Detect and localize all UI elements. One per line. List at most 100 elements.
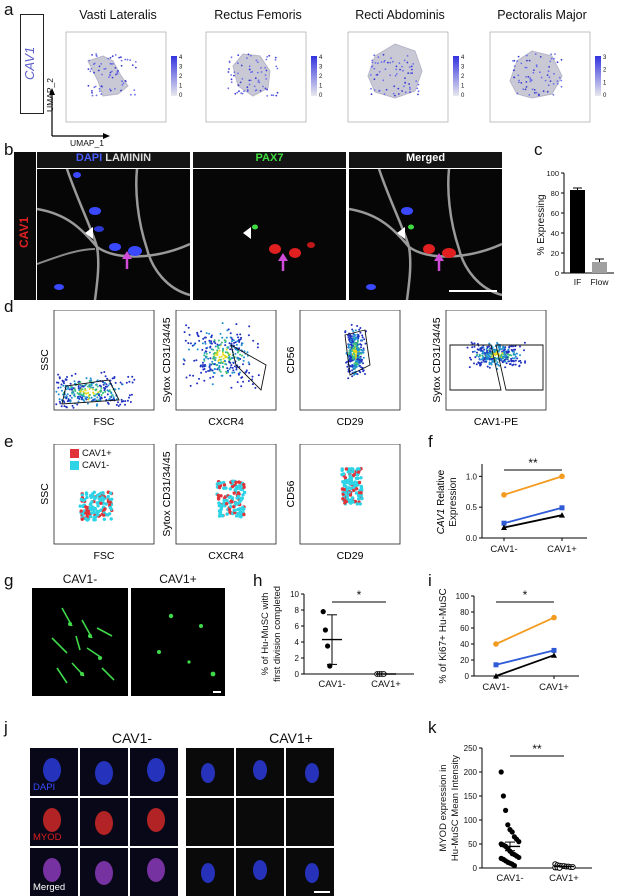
flow-event bbox=[362, 356, 365, 359]
umap-point bbox=[529, 80, 532, 82]
flow-event bbox=[99, 501, 103, 505]
flow-event bbox=[246, 351, 249, 354]
flow-event bbox=[212, 357, 215, 360]
flow-event bbox=[487, 356, 490, 359]
flow-event bbox=[220, 361, 223, 364]
y-tick-label: 40 bbox=[460, 640, 469, 649]
flow-event bbox=[492, 348, 495, 351]
flow-event bbox=[251, 383, 254, 386]
umap-point bbox=[526, 54, 528, 57]
x-tick-label: CAV1+ bbox=[371, 679, 401, 690]
umap-point bbox=[373, 67, 376, 70]
flow-event bbox=[340, 487, 345, 491]
flow-event bbox=[362, 370, 365, 373]
flow-event bbox=[351, 328, 354, 331]
flow-event bbox=[491, 346, 494, 349]
series-point bbox=[551, 652, 557, 658]
flow-event bbox=[227, 495, 232, 499]
umap-frame bbox=[65, 31, 167, 123]
flow-event bbox=[486, 349, 489, 352]
flow-event bbox=[117, 401, 119, 404]
cell-image-pos-r3c1 bbox=[186, 848, 234, 896]
flow-event bbox=[351, 467, 355, 471]
micrograph-dapi-laminin-image bbox=[37, 169, 190, 300]
g-label-cav1-neg: CAV1- bbox=[62, 572, 98, 586]
umap-point bbox=[371, 61, 374, 64]
umap-point bbox=[89, 70, 92, 73]
flow-event bbox=[514, 363, 517, 366]
flow-event bbox=[128, 394, 131, 397]
flow-event bbox=[225, 502, 229, 506]
umap-point bbox=[255, 59, 258, 62]
umap-point bbox=[98, 65, 101, 68]
umap-point bbox=[370, 66, 373, 68]
flow-event bbox=[111, 377, 114, 380]
umap-point bbox=[87, 68, 90, 70]
flow-event bbox=[352, 355, 355, 358]
flow-event bbox=[125, 381, 128, 384]
flow-event bbox=[211, 360, 214, 363]
x-tick-label: CAV1+ bbox=[547, 544, 577, 555]
e-legend-item: CAV1+ bbox=[70, 448, 112, 459]
flow-event bbox=[216, 353, 219, 356]
umap-colorbar-tick: 3 bbox=[179, 65, 183, 71]
flow-event bbox=[69, 382, 72, 385]
flow-event bbox=[359, 476, 363, 480]
flow-event bbox=[84, 389, 87, 392]
umap-point bbox=[378, 89, 381, 92]
flow-event bbox=[66, 387, 69, 390]
umap-point bbox=[377, 56, 380, 59]
flow-event bbox=[196, 348, 199, 351]
flow-event bbox=[247, 380, 250, 382]
flow-event bbox=[117, 387, 120, 390]
flow-event bbox=[222, 483, 227, 487]
flow-event bbox=[350, 335, 353, 338]
flow-event bbox=[104, 375, 107, 378]
significance-marker: * bbox=[523, 588, 528, 602]
flow-event bbox=[227, 328, 230, 331]
flow-event bbox=[60, 389, 63, 392]
flow-event bbox=[349, 333, 352, 336]
flow-event bbox=[235, 323, 238, 326]
flow-event bbox=[88, 387, 91, 390]
flow-event bbox=[346, 365, 349, 368]
umap-point bbox=[518, 79, 520, 82]
umap-point bbox=[540, 76, 543, 79]
flow-event bbox=[188, 348, 190, 351]
flow-event bbox=[240, 385, 243, 388]
flow-event bbox=[91, 388, 94, 391]
flow-event bbox=[507, 350, 510, 353]
flow-event bbox=[87, 398, 90, 401]
flow-event bbox=[354, 329, 357, 332]
umap-point bbox=[517, 55, 520, 58]
umap-colorbar-tick: 1 bbox=[179, 84, 183, 90]
flow-event bbox=[512, 345, 514, 348]
flow-event bbox=[204, 363, 206, 366]
flow-event bbox=[96, 379, 99, 382]
umap-point bbox=[257, 81, 260, 83]
flow-event bbox=[473, 362, 475, 365]
flow-event bbox=[103, 507, 107, 511]
umap-point bbox=[404, 77, 406, 79]
umap-point bbox=[560, 79, 563, 82]
flow-event bbox=[97, 391, 100, 394]
flow-event bbox=[126, 399, 129, 402]
flow-event bbox=[77, 395, 80, 398]
flow-event bbox=[109, 395, 112, 398]
header-pax7: PAX7 bbox=[193, 152, 346, 168]
flow-gate bbox=[344, 329, 371, 376]
flow-event bbox=[220, 341, 223, 344]
umap-point bbox=[385, 88, 388, 91]
flow-event bbox=[96, 403, 99, 406]
flow-event bbox=[209, 357, 212, 360]
umap-point bbox=[251, 70, 254, 73]
umap-point bbox=[129, 59, 132, 61]
flow-event bbox=[356, 335, 359, 338]
flow-event bbox=[187, 342, 190, 345]
flow-event bbox=[104, 382, 106, 384]
flow-y-label: SSC bbox=[39, 349, 51, 371]
series-point bbox=[493, 662, 499, 668]
cell-nucleus bbox=[201, 763, 215, 783]
cell-nucleus bbox=[305, 763, 319, 783]
flow-event bbox=[86, 402, 89, 405]
